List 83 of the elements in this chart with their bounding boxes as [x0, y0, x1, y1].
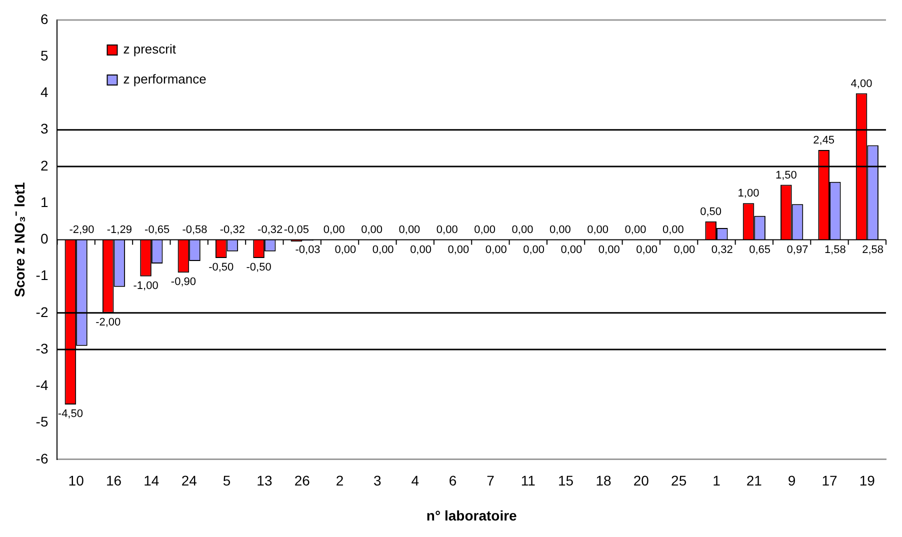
- data-label: 0,00: [372, 244, 394, 256]
- x-tick-label: 25: [671, 472, 687, 489]
- data-label: -0,32: [258, 224, 283, 236]
- x-axis-title: n° laboratoire: [426, 507, 518, 524]
- data-label: -2,90: [69, 224, 94, 236]
- data-label: 0,00: [323, 224, 345, 236]
- data-label: 0,00: [560, 244, 582, 256]
- data-label: 0,00: [361, 224, 383, 236]
- x-tick-label: 17: [822, 472, 838, 489]
- data-label: 0,00: [398, 224, 420, 236]
- data-label: -0,03: [295, 244, 320, 256]
- x-tick-label: 21: [746, 472, 762, 489]
- y-tick-label: -1: [36, 267, 48, 284]
- y-tick-label: 3: [40, 120, 48, 137]
- data-label: 0,00: [512, 224, 534, 236]
- x-tick-label: 1: [712, 472, 721, 489]
- x-tick-label: 20: [633, 472, 650, 489]
- data-label: -0,05: [284, 224, 309, 236]
- x-tick-label: 3: [374, 472, 382, 489]
- data-label: 0,00: [624, 224, 646, 236]
- data-label: 0,00: [674, 244, 696, 256]
- x-tick-label: 10: [68, 472, 84, 489]
- data-label: -0,32: [220, 224, 245, 236]
- y-tick-label: -2: [36, 304, 48, 320]
- y-tick-label: 2: [40, 157, 48, 174]
- data-label: 4,00: [850, 78, 872, 90]
- data-label: 1,58: [824, 244, 846, 256]
- data-label: -0,58: [182, 224, 208, 236]
- x-tick-label: 16: [106, 472, 122, 489]
- legend-label: z prescrit: [123, 42, 176, 57]
- data-label: 0,00: [662, 224, 684, 236]
- data-label: 0,00: [410, 244, 432, 256]
- data-label: 0,32: [711, 244, 733, 256]
- data-label: 0,65: [749, 244, 771, 256]
- data-label: -4,50: [58, 408, 83, 420]
- x-tick-label: 18: [596, 472, 612, 489]
- x-tick-label: 5: [222, 472, 231, 489]
- data-label: 1,00: [738, 188, 760, 200]
- y-tick-label: -3: [36, 340, 48, 356]
- y-tick-label: 1: [40, 194, 48, 210]
- x-tick-label: 26: [294, 472, 310, 489]
- data-label: -0,50: [208, 262, 234, 274]
- data-label: 2,45: [813, 134, 835, 147]
- y-tick-label: 6: [40, 10, 48, 27]
- data-label: 0,00: [448, 244, 470, 256]
- data-label: -1,00: [133, 280, 158, 292]
- data-label: 0,00: [587, 224, 609, 236]
- data-label: -0,50: [246, 262, 272, 274]
- x-tick-label: 19: [859, 472, 876, 489]
- legend-label: z performance: [123, 72, 206, 87]
- data-label: 0,00: [485, 244, 507, 256]
- x-tick-label: 4: [411, 472, 420, 489]
- data-label: 0,00: [474, 224, 496, 236]
- x-tick-label: 14: [144, 472, 160, 489]
- data-label: 0,50: [700, 206, 722, 218]
- data-label: 0,00: [636, 244, 658, 256]
- x-tick-label: 15: [558, 472, 574, 489]
- x-tick-label: 13: [256, 472, 272, 489]
- x-tick-label: 24: [181, 472, 198, 489]
- data-label: 2,58: [862, 244, 884, 256]
- data-label: 1,50: [775, 169, 797, 182]
- data-label: -1,29: [106, 224, 132, 236]
- x-tick-label: 6: [448, 472, 457, 489]
- y-tick-label: -6: [36, 450, 48, 466]
- y-tick-label: -4: [36, 377, 48, 394]
- y-axis-title: Score z NO₃⁻ lot1: [11, 182, 28, 298]
- y-tick-label: 5: [40, 47, 48, 64]
- y-tick-label: -5: [36, 414, 48, 430]
- data-label: 0,00: [598, 244, 620, 256]
- x-tick-label: 11: [520, 472, 536, 489]
- data-label: 0,00: [523, 244, 544, 256]
- x-tick-label: 9: [788, 472, 796, 489]
- y-tick-label: 4: [40, 84, 48, 100]
- x-tick-label: 2: [336, 472, 344, 489]
- data-label: 0,97: [786, 244, 808, 256]
- data-label: -0,90: [170, 276, 196, 288]
- data-label: -0,65: [144, 224, 170, 236]
- x-tick-label: 7: [486, 472, 495, 489]
- y-tick-label: 0: [40, 230, 48, 247]
- data-label: 0,00: [549, 224, 571, 236]
- data-label: 0,00: [436, 224, 458, 236]
- data-label: -2,00: [96, 316, 121, 328]
- data-label: 0,00: [334, 244, 356, 256]
